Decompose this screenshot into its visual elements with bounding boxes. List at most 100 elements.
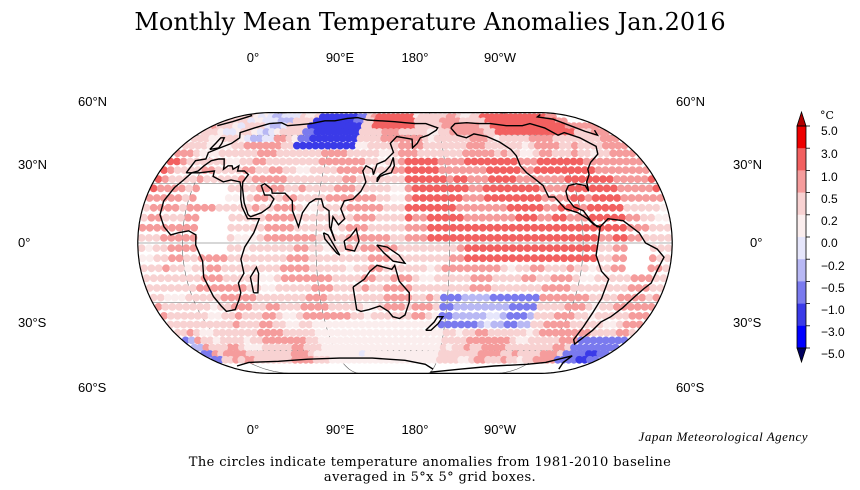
anomaly-circle bbox=[409, 128, 418, 136]
anomaly-circle bbox=[325, 320, 333, 329]
anomaly-circle bbox=[614, 166, 623, 175]
anomaly-circle bbox=[484, 141, 493, 150]
anomaly-circle bbox=[508, 175, 517, 184]
anomaly-circle bbox=[526, 328, 534, 337]
anomaly-circle bbox=[552, 343, 561, 352]
anomaly-circle bbox=[563, 320, 571, 329]
anomaly-circle bbox=[188, 284, 197, 292]
anomaly-circle bbox=[558, 149, 566, 158]
anomaly-circle bbox=[160, 194, 168, 202]
anomaly-circle bbox=[358, 157, 366, 166]
anomaly-circle bbox=[467, 303, 475, 311]
anomaly-circle bbox=[360, 213, 369, 222]
anomaly-circle bbox=[397, 203, 406, 212]
anomaly-circle bbox=[496, 184, 505, 193]
anomaly-circle bbox=[534, 343, 543, 352]
anomaly-circle bbox=[455, 203, 464, 212]
anomaly-circle bbox=[444, 157, 452, 166]
anomaly-circle bbox=[563, 157, 571, 166]
anomaly-circle bbox=[313, 350, 322, 358]
anomaly-circle bbox=[510, 293, 519, 302]
anomaly-circle bbox=[286, 303, 295, 311]
anomaly-circle bbox=[557, 175, 566, 184]
anomaly-circle bbox=[546, 343, 555, 352]
anomaly-circle bbox=[419, 274, 428, 283]
anomaly-circle bbox=[181, 194, 190, 202]
anomaly-circle bbox=[487, 328, 496, 337]
anomaly-circle bbox=[474, 175, 482, 184]
anomaly-circle bbox=[447, 293, 455, 302]
anomaly-circle bbox=[390, 274, 398, 283]
anomaly-circle bbox=[317, 141, 326, 150]
anomaly-circle bbox=[458, 166, 467, 175]
anomaly-circle bbox=[628, 312, 637, 320]
anomaly-circle bbox=[425, 175, 434, 184]
anomaly-circle bbox=[397, 157, 406, 166]
anomaly-circle bbox=[553, 166, 562, 175]
coastline bbox=[236, 355, 573, 373]
anomaly-circle bbox=[250, 328, 259, 337]
anomaly-circle bbox=[591, 194, 600, 202]
anomaly-circle bbox=[404, 149, 413, 158]
anomaly-circle bbox=[232, 157, 241, 166]
anomaly-circle bbox=[188, 194, 197, 202]
anomaly-circle bbox=[525, 293, 533, 302]
anomaly-circle bbox=[295, 328, 304, 337]
coastline bbox=[376, 244, 407, 265]
anomaly-circle bbox=[441, 336, 450, 345]
anomaly-circle bbox=[296, 350, 305, 358]
anomaly-circle bbox=[344, 157, 353, 166]
anomaly-circle bbox=[545, 149, 553, 158]
anomaly-circle bbox=[420, 350, 429, 358]
anomaly-circle bbox=[490, 320, 499, 329]
anomaly-circle bbox=[515, 336, 524, 345]
anomaly-circle bbox=[411, 284, 420, 292]
anomaly-circle bbox=[493, 254, 502, 263]
anomaly-circle bbox=[200, 336, 209, 345]
anomaly-circle bbox=[463, 157, 472, 166]
anomaly-circle bbox=[574, 166, 582, 175]
anomaly-circle bbox=[515, 254, 524, 263]
anomaly-circle bbox=[545, 328, 553, 337]
anomaly-circle bbox=[202, 134, 211, 143]
anomaly-circle bbox=[404, 175, 413, 184]
anomaly-circle bbox=[263, 234, 272, 242]
anomaly-circle bbox=[627, 194, 636, 202]
anomaly-circle bbox=[427, 234, 435, 242]
anomaly-circle bbox=[505, 128, 514, 136]
anomaly-circle bbox=[263, 293, 271, 302]
anomaly-circle bbox=[282, 284, 291, 292]
anomaly-circle bbox=[298, 293, 307, 302]
anomaly-circle bbox=[527, 336, 536, 345]
anomaly-circle bbox=[523, 254, 531, 263]
anomaly-circle bbox=[404, 320, 413, 329]
anomaly-circle bbox=[272, 157, 280, 166]
anomaly-circle bbox=[424, 157, 432, 166]
anomaly-circle bbox=[470, 320, 479, 329]
anomaly-circle bbox=[581, 166, 589, 175]
anomaly-circle bbox=[397, 194, 406, 202]
anomaly-circle bbox=[226, 234, 235, 242]
anomaly-circle bbox=[398, 336, 406, 345]
anomaly-circle bbox=[419, 223, 428, 232]
anomaly-circle bbox=[286, 175, 295, 184]
anomaly-circle bbox=[273, 343, 282, 352]
anomaly-circle bbox=[438, 312, 447, 320]
anomaly-circle bbox=[599, 175, 607, 184]
anomaly-circle bbox=[434, 223, 443, 232]
anomaly-circle bbox=[164, 274, 173, 283]
anomaly-circle bbox=[645, 184, 654, 193]
anomaly-circle bbox=[463, 264, 472, 273]
anomaly-circle bbox=[171, 203, 180, 212]
anomaly-circle bbox=[629, 157, 637, 166]
anomaly-circle bbox=[585, 303, 593, 311]
anomaly-circle bbox=[338, 343, 347, 352]
anomaly-circle bbox=[543, 157, 551, 166]
anomaly-circle bbox=[349, 175, 357, 184]
anomaly-circle bbox=[463, 320, 472, 329]
anomaly-circle bbox=[323, 244, 331, 253]
anomaly-circle bbox=[603, 264, 612, 273]
anomaly-circle bbox=[279, 264, 288, 273]
anomaly-circle bbox=[503, 336, 511, 345]
anomaly-circle bbox=[434, 234, 443, 242]
